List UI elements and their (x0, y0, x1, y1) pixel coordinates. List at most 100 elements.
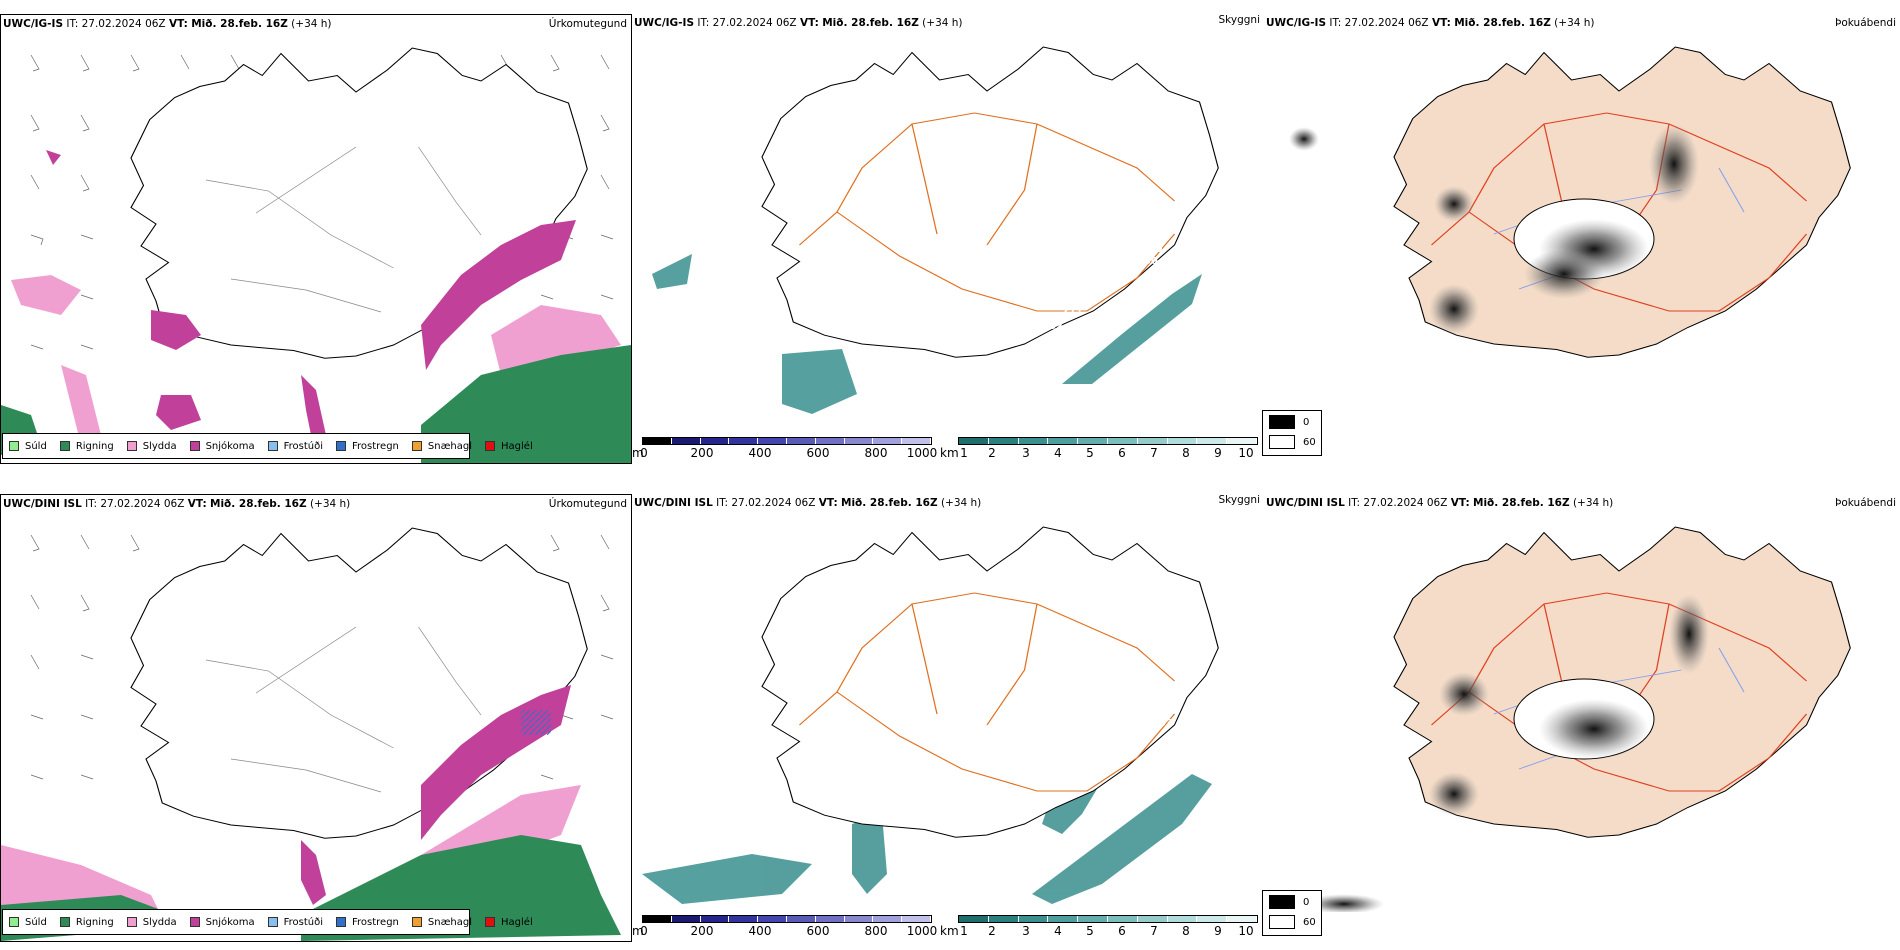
vis-label: 330 (1137, 256, 1158, 267)
colorbar-segment (671, 916, 701, 922)
colorbar-segment (959, 916, 989, 922)
legend-item: Snæhagl (411, 441, 472, 452)
precip-legend: Súld Rigning Slydda Snjókoma Frostúði Fr… (2, 909, 533, 935)
panel-title: UWC/IG-IS IT: 27.02.2024 06Z VT: Mið. 28… (634, 17, 963, 29)
vis-label: 206 (1112, 266, 1133, 277)
visibility-map: 118 236 553 308 387 210 256 353 179 376 … (642, 526, 1219, 904)
legend-swatch (267, 441, 278, 451)
fog-blobs (1304, 594, 1709, 912)
snow-areas (46, 150, 576, 445)
visibility-map: 271 386 562 206 205 330 835 687 657 977 (652, 46, 1219, 427)
sleet-areas (11, 275, 621, 445)
legend-item: Rigning (59, 917, 114, 928)
panel-type-label: Þokuábendi (1835, 497, 1896, 509)
precip-map (1, 47, 631, 463)
legend-swatch (126, 441, 137, 451)
colorbar-segment (700, 438, 730, 444)
colorbar-segment (959, 438, 989, 444)
legend-item: Frostúði (267, 917, 323, 928)
legend-swatch (9, 441, 19, 451)
precip-type-panel-bottom: UWC/DINI ISL IT: 27.02.2024 06Z VT: Mið.… (0, 494, 632, 942)
panel-title: UWC/DINI ISL IT: 27.02.2024 06Z VT: Mið.… (634, 497, 982, 509)
vis-label: 308 (1100, 718, 1121, 729)
vis-label: 687 (800, 416, 821, 427)
legend-swatch (336, 441, 346, 451)
legend-item: Haglél (485, 441, 533, 452)
legend-item: Frostúði (267, 441, 323, 452)
legend-item: Slydda (126, 917, 177, 928)
visibility-labels: 118 236 553 308 387 210 256 353 179 376 … (902, 700, 1175, 885)
fog-swatch-60 (1269, 435, 1295, 449)
colorbar-segment (1227, 438, 1257, 444)
colorbar-segment (1107, 438, 1138, 444)
legend-item: Snæhagl (411, 917, 472, 928)
vis-label: 353 (1152, 718, 1173, 729)
vis-label: 553 (1060, 770, 1081, 781)
legend-item: Súld (9, 441, 47, 452)
legend-swatch (411, 917, 422, 927)
fog-panel-bottom: UWC/DINI ISL IT: 27.02.2024 06Z VT: Mið.… (1264, 494, 1900, 942)
colorbar-segment (1048, 438, 1079, 444)
wind-barbs (30, 534, 614, 780)
colorbar-segment (758, 438, 787, 444)
colorbar-km (958, 915, 1258, 923)
colorbar-segment (873, 916, 903, 922)
colorbar-segment (643, 916, 672, 922)
legend-item: Rigning (59, 441, 114, 452)
fog-blobs (1289, 124, 1699, 334)
colorbar-segment (1197, 438, 1228, 444)
colorbar-segment (671, 438, 701, 444)
colorbar-segment (1137, 916, 1168, 922)
colorbar-segment (729, 438, 759, 444)
colorbar-segment (1197, 916, 1228, 922)
visibility-km-colorbar-bottom: km 1 2 3 4 5 6 7 8 9 10 (940, 912, 1262, 938)
legend-item: Súld (9, 917, 47, 928)
colorbar-segment (1167, 916, 1198, 922)
legend-swatch (189, 441, 200, 451)
vis-label: 386 (1082, 291, 1103, 302)
colorbar-segment (1018, 916, 1049, 922)
colorbar-segment (902, 916, 931, 922)
legend-item: Frostregn (336, 441, 399, 452)
colorbar-segment (988, 916, 1019, 922)
vis-label: 376 (906, 860, 927, 871)
colorbar-segment (988, 438, 1019, 444)
legend-swatch (267, 917, 278, 927)
vis-label: 657 (932, 391, 953, 402)
colorbar-km (958, 437, 1258, 445)
colorbar-segment (844, 916, 874, 922)
panel-title: UWC/DINI ISL IT: 27.02.2024 06Z VT: Mið.… (3, 498, 351, 510)
fog-map (1304, 526, 1851, 912)
fog-panel-top: UWC/IG-IS IT: 27.02.2024 06Z VT: Mið. 28… (1264, 14, 1900, 464)
visibility-km-colorbar-top: km 1 2 3 4 5 6 7 8 9 10 (940, 434, 1262, 460)
legend-item: Snjókoma (189, 441, 255, 452)
colorbar-m (642, 915, 932, 923)
vis-label: 387 (1090, 734, 1111, 745)
colorbar-segment (873, 438, 903, 444)
colorbar-segment (1078, 916, 1108, 922)
colorbar-segment (786, 916, 816, 922)
panel-type-label: Skyggni (1218, 494, 1261, 506)
precip-legend: Súld Rigning Slydda Snjókoma Frostúði Fr… (2, 433, 533, 459)
colorbar-segment (1107, 916, 1138, 922)
legend-swatch (485, 441, 496, 451)
colorbar-segment (844, 438, 874, 444)
legend-swatch (485, 917, 496, 927)
legend-swatch (189, 917, 200, 927)
panel-type-label: Úrkomutegund (548, 498, 627, 510)
legend-swatch (59, 441, 70, 451)
fog-legend-top: 0 60 (1262, 410, 1322, 456)
fog-swatch-0 (1269, 415, 1295, 429)
visibility-m-colorbar-top: m 0 200 400 600 800 1000 (632, 434, 942, 460)
vis-label: 256 (1154, 702, 1175, 713)
colorbar-segment (758, 916, 787, 922)
colorbar-segment (1078, 438, 1108, 444)
panel-title: UWC/IG-IS IT: 27.02.2024 06Z VT: Mið. 28… (3, 18, 332, 30)
colorbar-segment (700, 916, 730, 922)
panel-type-label: Þokuábendi (1835, 17, 1896, 29)
visibility-panel-bottom: UWC/DINI ISL IT: 27.02.2024 06Z VT: Mið.… (632, 494, 1264, 942)
fog-swatch-0 (1269, 895, 1295, 909)
colorbar-segment (815, 438, 845, 444)
fog-legend-bottom: 0 60 (1262, 890, 1322, 936)
legend-item: Frostregn (336, 917, 399, 928)
